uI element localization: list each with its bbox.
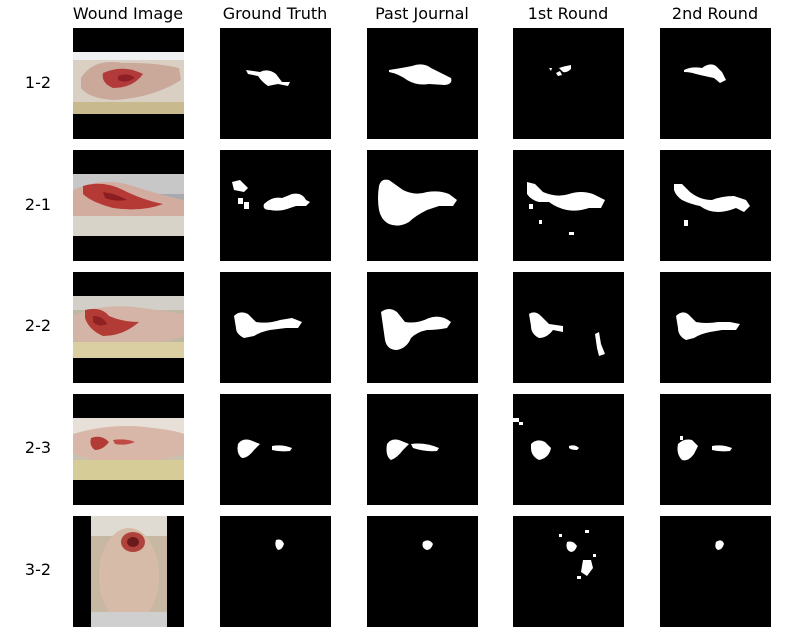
row-label-3-2: 3-2 — [24, 560, 52, 579]
1st-round-mask-1-2 — [513, 28, 624, 139]
2nd-round-mask-2-1 — [660, 150, 771, 261]
wound-photo-3-2 — [73, 516, 184, 627]
ground-truth-mask-1-2 — [220, 28, 331, 139]
column-header-1st-round: 1st Round — [527, 4, 609, 23]
past-journal-mask-1-2 — [367, 28, 478, 139]
2nd-round-mask-2-2 — [660, 272, 771, 383]
past-journal-mask-2-3 — [367, 394, 478, 505]
column-header-ground-truth: Ground Truth — [222, 4, 328, 23]
column-header-wound-image: Wound Image — [72, 4, 184, 23]
1st-round-mask-3-2 — [513, 516, 624, 627]
1st-round-mask-2-2 — [513, 272, 624, 383]
past-journal-mask-3-2 — [367, 516, 478, 627]
past-journal-mask-2-2 — [367, 272, 478, 383]
ground-truth-mask-2-3 — [220, 394, 331, 505]
1st-round-mask-2-1 — [513, 150, 624, 261]
row-label-2-1: 2-1 — [24, 195, 52, 214]
ground-truth-mask-2-2 — [220, 272, 331, 383]
wound-photo-2-1 — [73, 150, 184, 261]
row-label-2-3: 2-3 — [24, 438, 52, 457]
row-label-1-2: 1-2 — [24, 73, 52, 92]
wound-photo-2-3 — [73, 394, 184, 505]
ground-truth-mask-2-1 — [220, 150, 331, 261]
2nd-round-mask-3-2 — [660, 516, 771, 627]
2nd-round-mask-2-3 — [660, 394, 771, 505]
wound-photo-1-2 — [73, 28, 184, 139]
past-journal-mask-2-1 — [367, 150, 478, 261]
1st-round-mask-2-3 — [513, 394, 624, 505]
row-label-2-2: 2-2 — [24, 316, 52, 335]
column-header-2nd-round: 2nd Round — [671, 4, 759, 23]
wound-photo-2-2 — [73, 272, 184, 383]
column-header-past-journal: Past Journal — [375, 4, 469, 23]
2nd-round-mask-1-2 — [660, 28, 771, 139]
ground-truth-mask-3-2 — [220, 516, 331, 627]
